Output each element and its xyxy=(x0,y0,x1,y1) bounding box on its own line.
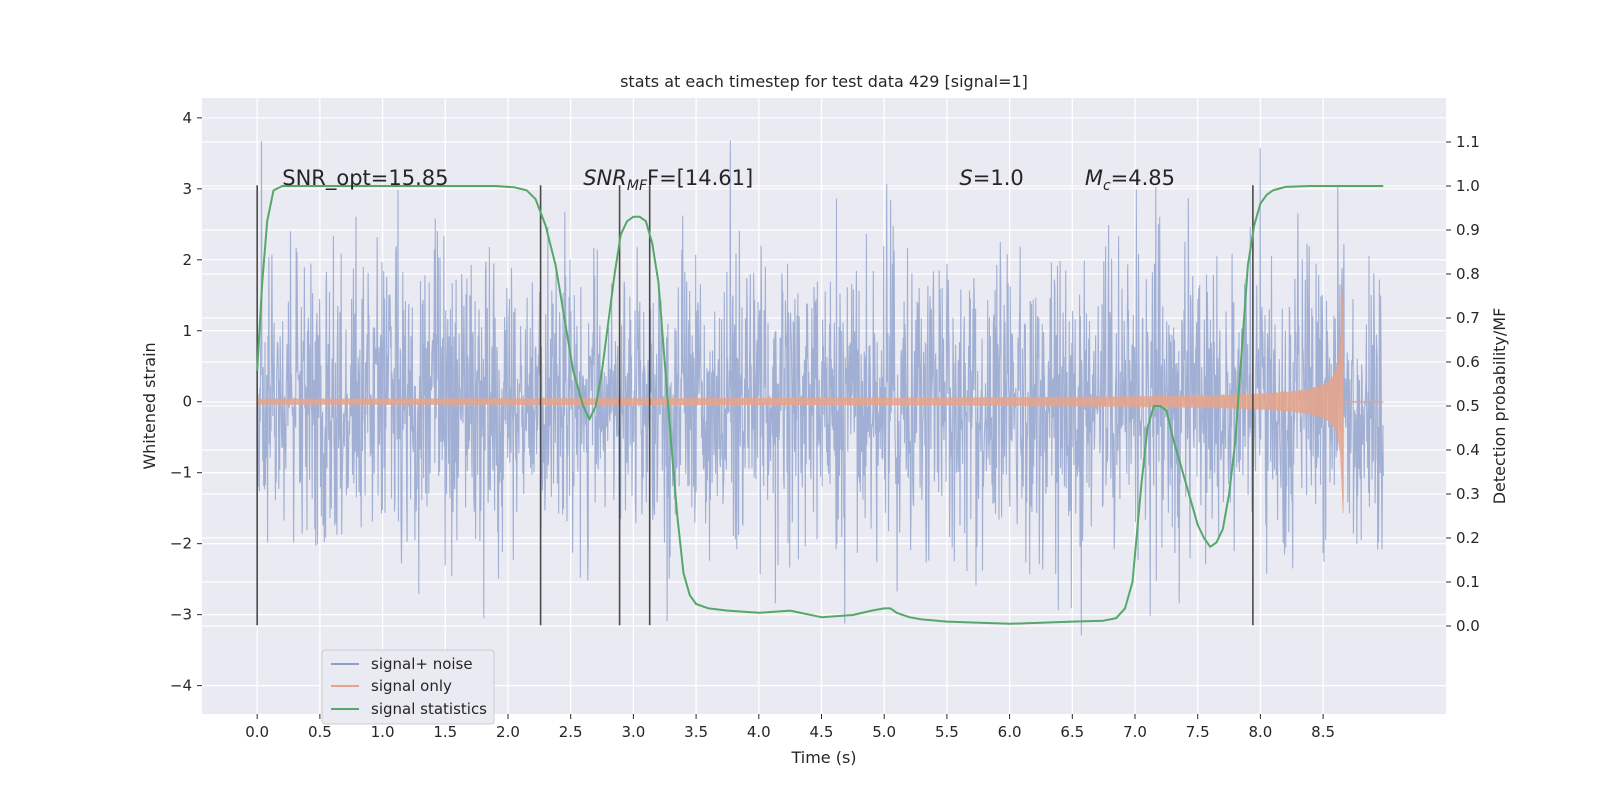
y-axis-right: 1.1 1.0 0.9 0.8 0.7 0.6 0.5 0.4 0.3 0.2 0.1 0.0 xyxy=(1446,133,1480,635)
x-tick-label-14: 7.0 xyxy=(1123,723,1147,741)
series-line-signal-noise xyxy=(256,140,1384,636)
annotation-s: S=1.0 xyxy=(959,166,1023,190)
y-right-tick-label-10: 0.1 xyxy=(1456,573,1480,591)
x-axis-label: Time (s) xyxy=(790,748,856,767)
x-tick-label-1: 0.5 xyxy=(308,723,332,741)
x-tick-label-7: 3.5 xyxy=(684,723,708,741)
y-axis-label: Whitened strain xyxy=(140,342,159,469)
y-tick-label-8: −4 xyxy=(170,677,192,695)
annotation-mc-main: M xyxy=(1085,166,1103,190)
annotation-snr-mf: SNRMFF=[14.61] xyxy=(583,166,753,194)
y-axis-right-label: Detection probability/MF xyxy=(1490,308,1509,505)
y-right-tick-label-5: 0.6 xyxy=(1456,353,1480,371)
x-tick-label-11: 5.5 xyxy=(935,723,959,741)
legend-entry-signal-only: signal only xyxy=(371,677,452,695)
y-axis-left: 4 3 2 1 0 −1 −2 −3 −4 xyxy=(170,109,202,695)
y-right-tick-label-0: 1.1 xyxy=(1456,133,1480,151)
y-tick-label-7: −3 xyxy=(170,606,192,624)
legend: signal+ noise signal only signal statist… xyxy=(321,649,495,725)
x-tick-label-0: 0.0 xyxy=(245,723,269,741)
annotation-snr-mf-sub: MF xyxy=(627,178,648,194)
y-tick-label-4: 0 xyxy=(182,393,192,411)
x-tick-label-17: 8.5 xyxy=(1311,723,1335,741)
y-tick-label-6: −2 xyxy=(170,535,192,553)
x-tick-label-13: 6.5 xyxy=(1060,723,1084,741)
annotation-mc: Mc=4.85 xyxy=(1085,166,1175,194)
x-tick-label-2: 1.0 xyxy=(371,723,395,741)
annotation-mc-sub: c xyxy=(1103,178,1111,194)
x-tick-label-16: 8.0 xyxy=(1248,723,1272,741)
annotation-s-rest: =1.0 xyxy=(973,166,1024,190)
series-line-signal-statistics xyxy=(256,185,1384,625)
x-tick-label-8: 4.0 xyxy=(747,723,771,741)
y-tick-label-2: 2 xyxy=(182,251,192,269)
series-signal-noise xyxy=(256,140,1384,636)
y-right-tick-label-4: 0.7 xyxy=(1456,309,1480,327)
y-right-tick-label-11: 0.0 xyxy=(1456,617,1480,635)
legend-box xyxy=(321,649,495,725)
legend-entry-signal-statistics: signal statistics xyxy=(371,700,487,718)
y-right-tick-label-2: 0.9 xyxy=(1456,221,1480,239)
x-tick-label-6: 3.0 xyxy=(621,723,645,741)
x-tick-label-3: 1.5 xyxy=(433,723,457,741)
annotation-snr-opt: SNR_opt=15.85 xyxy=(282,166,448,191)
x-tick-label-15: 7.5 xyxy=(1186,723,1210,741)
y-right-tick-label-8: 0.3 xyxy=(1456,485,1480,503)
legend-entry-signal-noise: signal+ noise xyxy=(371,655,473,673)
y-right-tick-label-7: 0.4 xyxy=(1456,441,1480,459)
y-tick-label-5: −1 xyxy=(170,464,192,482)
x-tick-label-12: 6.0 xyxy=(998,723,1022,741)
x-tick-label-4: 2.0 xyxy=(496,723,520,741)
y-right-tick-label-6: 0.5 xyxy=(1456,397,1480,415)
x-tick-label-10: 5.0 xyxy=(872,723,896,741)
annotation-mc-rest: =4.85 xyxy=(1111,166,1175,190)
chart-title: stats at each timestep for test data 429… xyxy=(620,72,1028,91)
annotation-snr-mf-main: SNR xyxy=(583,166,627,190)
annotation-s-main: S xyxy=(959,166,972,190)
y-tick-label-3: 1 xyxy=(182,322,192,340)
vertical-markers xyxy=(256,185,1254,626)
x-axis: 0.0 0.5 1.0 1.5 2.0 2.5 3.0 3.5 4.0 4.5 5.0 5.5 6.0 6… xyxy=(245,714,1335,741)
y-tick-label-0: 4 xyxy=(182,109,192,127)
y-right-tick-label-1: 1.0 xyxy=(1456,177,1480,195)
y-right-tick-label-9: 0.2 xyxy=(1456,529,1480,547)
y-tick-label-1: 3 xyxy=(182,180,192,198)
x-tick-label-5: 2.5 xyxy=(559,723,583,741)
annotation-snr-mf-rest: F=[14.61] xyxy=(647,166,753,190)
x-tick-label-9: 4.5 xyxy=(810,723,834,741)
series-signal-statistics xyxy=(256,185,1384,625)
y-right-tick-label-3: 0.8 xyxy=(1456,265,1480,283)
